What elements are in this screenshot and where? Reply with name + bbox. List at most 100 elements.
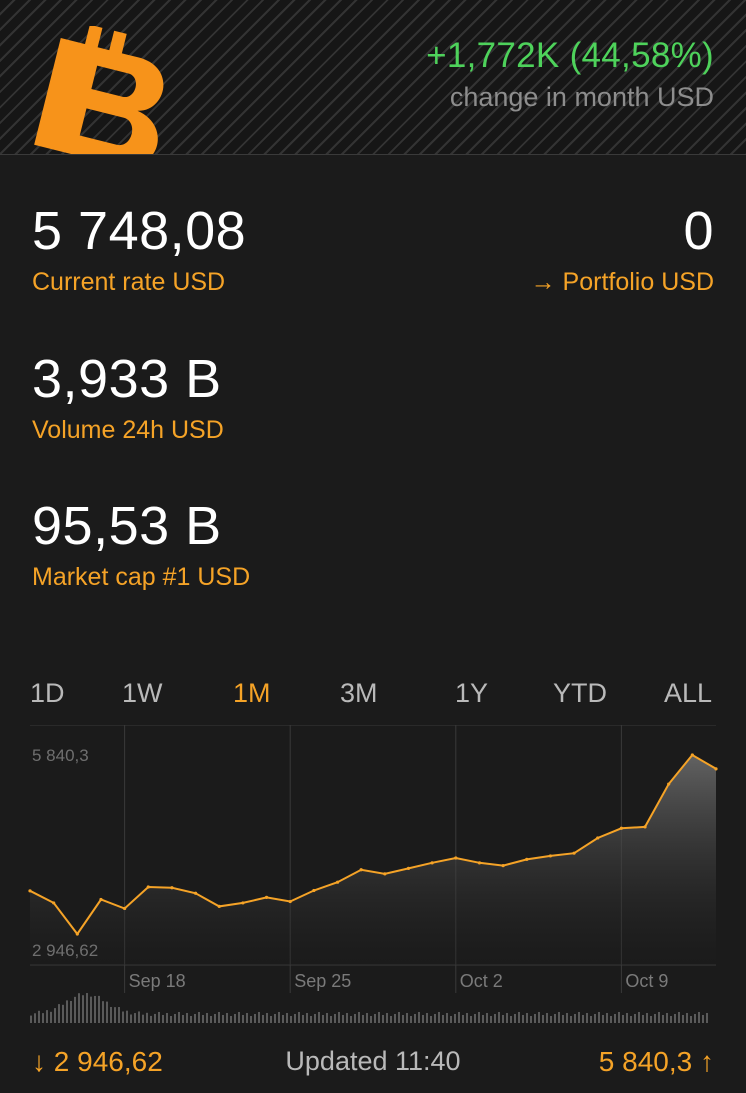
- volume-bar: [418, 1012, 420, 1023]
- volume-bar: [542, 1015, 544, 1023]
- volume-bar: [66, 1000, 68, 1023]
- footer-updated: Updated 11:40: [285, 1046, 461, 1076]
- volume-bar: [590, 1016, 592, 1023]
- volume-bar: [42, 1013, 44, 1023]
- volume-bar: [462, 1015, 464, 1023]
- volume-bar: [182, 1014, 184, 1023]
- volume-bar: [210, 1016, 212, 1023]
- volume-bar: [54, 1008, 56, 1023]
- volume-bar: [346, 1013, 348, 1023]
- volume-bar: [230, 1016, 232, 1023]
- price-chart[interactable]: 5 840,3 2 946,62 Sep 18 Sep 25 Oct 2 Oct 9: [0, 724, 746, 1025]
- volume-bar: [666, 1013, 668, 1023]
- chart-min-label: 2 946,62: [32, 941, 98, 960]
- volume-bar: [142, 1014, 144, 1023]
- volume-bar: [474, 1014, 476, 1023]
- volume-bar: [350, 1016, 352, 1023]
- market-cap-value: 95,53 B: [32, 496, 222, 556]
- price-point: [690, 753, 694, 757]
- volume-bar: [394, 1014, 396, 1023]
- volume-bar: [202, 1015, 204, 1023]
- volume-bar: [594, 1014, 596, 1023]
- tab-ytd[interactable]: YTD: [553, 678, 607, 708]
- price-point: [667, 782, 671, 786]
- volume-bar: [378, 1012, 380, 1023]
- volume-bar: [314, 1014, 316, 1023]
- price-point: [525, 857, 529, 861]
- volume-bar: [706, 1013, 708, 1023]
- volume-bar: [470, 1016, 472, 1023]
- volume-bar: [626, 1013, 628, 1023]
- volume-bar: [162, 1014, 164, 1023]
- volume-bar: [486, 1013, 488, 1023]
- price-point: [123, 906, 127, 911]
- tab-1m[interactable]: 1M: [233, 678, 271, 708]
- price-point: [383, 872, 387, 876]
- volume-bar: [190, 1016, 192, 1023]
- volume-bar: [446, 1013, 448, 1023]
- portfolio-value[interactable]: 0: [683, 201, 714, 261]
- volume-bar: [98, 995, 100, 1023]
- volume-bar: [482, 1015, 484, 1023]
- x-tick-label: Sep 18: [129, 971, 186, 991]
- volume-bar: [370, 1016, 372, 1023]
- volume-bar: [598, 1012, 600, 1023]
- volume-bar: [526, 1013, 528, 1023]
- volume-bar: [174, 1013, 176, 1023]
- volume-bar: [690, 1016, 692, 1023]
- volume-bar: [106, 1001, 108, 1023]
- volume-bar: [222, 1015, 224, 1023]
- volume-bar: [602, 1015, 604, 1023]
- volume-bar: [494, 1014, 496, 1023]
- volume-bar: [170, 1015, 172, 1023]
- volume-bar: [62, 1004, 64, 1023]
- volume-bar: [438, 1012, 440, 1023]
- price-point: [477, 861, 482, 865]
- price-point: [714, 767, 718, 771]
- price-point: [146, 885, 150, 889]
- volume-bar: [382, 1015, 384, 1023]
- volume-bar: [234, 1014, 236, 1023]
- volume-bar: [102, 1001, 104, 1023]
- price-line: [29, 753, 717, 936]
- volume-bar: [674, 1014, 676, 1023]
- volume-bar: [266, 1013, 268, 1023]
- volume-bar: [226, 1013, 228, 1023]
- price-point: [99, 897, 103, 902]
- volume-bar: [158, 1011, 160, 1023]
- volume-bar: [118, 1007, 120, 1023]
- price-point: [430, 861, 434, 865]
- volume-bar: [614, 1014, 616, 1023]
- volume-bar: [434, 1014, 436, 1023]
- volume-bar: [366, 1013, 368, 1023]
- volume-bar: [186, 1013, 188, 1023]
- volume-bar: [698, 1012, 700, 1023]
- volume-bar: [270, 1016, 272, 1023]
- volume-bar: [426, 1013, 428, 1023]
- tab-1w[interactable]: 1W: [122, 678, 163, 708]
- price-point: [501, 864, 505, 868]
- tab-1y[interactable]: 1Y: [455, 678, 489, 708]
- volume-bar: [242, 1015, 244, 1023]
- price-chart-svg: 5 840,3 2 946,62 Sep 18 Sep 25 Oct 2 Oct 9: [28, 724, 718, 1023]
- volume-bar: [582, 1015, 584, 1023]
- portfolio-link[interactable]: → Portfolio USD: [530, 268, 714, 296]
- volume-bar: [478, 1012, 480, 1023]
- volume-bar: [282, 1015, 284, 1023]
- tab-all[interactable]: ALL: [664, 678, 713, 708]
- volume-bar: [302, 1015, 304, 1023]
- volume-bar: [166, 1012, 168, 1023]
- volume-bar: [122, 1011, 124, 1023]
- volume-bar: [654, 1014, 656, 1023]
- volume-bar: [498, 1012, 500, 1023]
- chart-max-label: 5 840,3: [32, 746, 89, 765]
- price-point: [643, 825, 647, 829]
- volume-bar: [286, 1013, 288, 1023]
- volume-bar: [566, 1013, 568, 1023]
- tab-3m[interactable]: 3M: [340, 678, 378, 708]
- volume-bar: [322, 1015, 324, 1023]
- volume-bar: [578, 1012, 580, 1023]
- price-point: [28, 889, 32, 893]
- tab-1d[interactable]: 1D: [30, 678, 65, 708]
- volume-bar: [58, 1004, 60, 1023]
